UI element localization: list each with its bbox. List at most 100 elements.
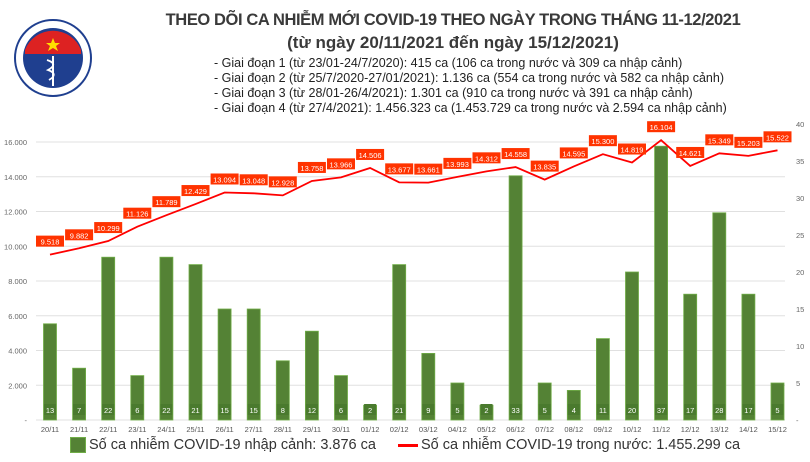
line-data-label: 12.928 bbox=[271, 178, 294, 187]
right-axis-tick-label: 40 bbox=[796, 120, 804, 129]
line-label-box bbox=[181, 185, 210, 197]
line-data-label: 14.819 bbox=[621, 146, 644, 155]
bar-label-box bbox=[335, 404, 347, 415]
line-data-label: 10.299 bbox=[97, 224, 120, 233]
line-data-label: 9.518 bbox=[41, 238, 60, 247]
bar-label-box bbox=[480, 404, 493, 415]
line-label-box bbox=[210, 173, 239, 185]
bar-label: 15 bbox=[220, 406, 228, 415]
line-label-box bbox=[94, 222, 123, 234]
line-label-box bbox=[123, 207, 152, 219]
x-axis-tick-label: 22/11 bbox=[99, 425, 117, 434]
line-label-box bbox=[734, 136, 763, 148]
bar-label: 22 bbox=[162, 406, 170, 415]
legend-item-line: Số ca nhiễm COVID-19 trong nước: 1.455.2… bbox=[398, 437, 740, 453]
bar-label: 20 bbox=[628, 406, 636, 415]
legend-bar-swatch bbox=[70, 437, 86, 453]
x-axis-tick-label: 28/11 bbox=[274, 425, 292, 434]
line-label-box bbox=[559, 147, 588, 159]
line-label-box bbox=[327, 158, 355, 170]
left-axis-tick-label: 4.000 bbox=[8, 347, 27, 356]
line-data-label: 16.104 bbox=[650, 123, 673, 132]
x-axis-tick-label: 11/12 bbox=[652, 425, 670, 434]
line-data-label: 13.758 bbox=[300, 164, 323, 173]
line-label-box bbox=[414, 163, 443, 175]
bar bbox=[246, 308, 261, 421]
bar-label-box bbox=[364, 404, 377, 415]
line-label-box bbox=[530, 160, 559, 172]
right-axis-tick-label: 15 bbox=[796, 305, 804, 314]
left-axis-tick-label: 6.000 bbox=[8, 312, 27, 321]
line-data-label: 9.882 bbox=[70, 231, 89, 240]
bar-label: 13 bbox=[46, 406, 54, 415]
bar-label: 8 bbox=[281, 406, 285, 415]
x-axis-tick-label: 01/12 bbox=[361, 425, 380, 434]
bar-label-box bbox=[684, 404, 697, 415]
line-label-box bbox=[36, 235, 64, 247]
line-data-label: 14.506 bbox=[359, 151, 382, 160]
legend-line-label: Số ca nhiễm COVID-19 trong nước: 1.455.2… bbox=[421, 437, 741, 453]
phase-4-text: - Giai đoạn 4 (từ 27/4/2021): 1.456.323 … bbox=[214, 101, 727, 115]
left-axis-tick-label: 8.000 bbox=[8, 277, 27, 286]
right-axis-tick-label: 20 bbox=[796, 268, 804, 277]
line-label-box bbox=[65, 229, 94, 241]
line-data-label: 15.349 bbox=[708, 136, 731, 145]
x-axis-tick-label: 06/12 bbox=[506, 425, 525, 434]
bar-label: 22 bbox=[104, 406, 112, 415]
legend-item-bar: Số ca nhiễm COVID-19 nhập cảnh: 3.876 ca bbox=[70, 437, 376, 453]
bar bbox=[508, 175, 523, 421]
ministry-of-health-logo bbox=[14, 19, 92, 97]
x-axis-tick-label: 08/12 bbox=[564, 425, 583, 434]
line-label-box bbox=[501, 148, 530, 160]
bar bbox=[304, 330, 319, 421]
bar-label-box bbox=[44, 404, 56, 415]
bar-label-box bbox=[771, 404, 784, 415]
bar-label-box bbox=[189, 404, 202, 415]
line-data-label: 14.558 bbox=[504, 150, 527, 159]
line-data-label: 11.126 bbox=[126, 210, 148, 219]
line-data-label: 13.048 bbox=[242, 176, 265, 185]
bar-label-box bbox=[247, 404, 260, 415]
bar bbox=[101, 256, 116, 421]
bar-label: 28 bbox=[715, 406, 723, 415]
left-axis-tick-label: - bbox=[25, 416, 28, 425]
bar-label-box bbox=[422, 404, 435, 415]
line-data-label: 15.300 bbox=[591, 137, 614, 146]
bar-label: 15 bbox=[250, 406, 258, 415]
right-axis-tick-label: 30 bbox=[796, 194, 804, 203]
right-axis-tick-label: 25 bbox=[796, 231, 804, 240]
phase-2-text: - Giai đoạn 2 (từ 25/7/2020-27/01/2021):… bbox=[214, 71, 724, 85]
x-axis-tick-label: 27/11 bbox=[245, 425, 263, 434]
left-axis-tick-label: 2.000 bbox=[8, 381, 27, 390]
series-line bbox=[49, 139, 778, 256]
bar bbox=[654, 145, 668, 421]
line-label-box bbox=[152, 196, 181, 208]
bar-label: 5 bbox=[775, 406, 779, 415]
x-axis-tick-label: 14/12 bbox=[739, 425, 758, 434]
left-axis-tick-label: 10.000 bbox=[4, 242, 27, 251]
bar-label-box bbox=[596, 404, 609, 415]
bar bbox=[712, 212, 727, 421]
line-label-box bbox=[297, 161, 326, 173]
left-axis-tick-label: 16.000 bbox=[4, 138, 27, 147]
bar-label-box bbox=[742, 404, 755, 415]
bar-label-box bbox=[567, 404, 580, 415]
right-axis-tick-label: - bbox=[796, 416, 799, 425]
bar-label-box bbox=[626, 404, 638, 415]
bar-label: 21 bbox=[395, 406, 403, 415]
line-label-box bbox=[385, 163, 414, 175]
bar bbox=[188, 264, 203, 421]
bar-label: 2 bbox=[484, 406, 488, 415]
x-axis-tick-label: 09/12 bbox=[594, 425, 613, 434]
x-axis-tick-label: 25/11 bbox=[186, 425, 204, 434]
bar-label: 5 bbox=[455, 406, 459, 415]
bar-label-box bbox=[102, 404, 115, 415]
x-axis-tick-label: 26/11 bbox=[215, 425, 233, 434]
bar-label-box bbox=[305, 404, 318, 415]
left-axis-tick-label: 14.000 bbox=[4, 173, 27, 182]
line-data-label: 13.677 bbox=[388, 165, 411, 174]
bar bbox=[392, 264, 407, 421]
bar-label-box bbox=[160, 404, 173, 415]
